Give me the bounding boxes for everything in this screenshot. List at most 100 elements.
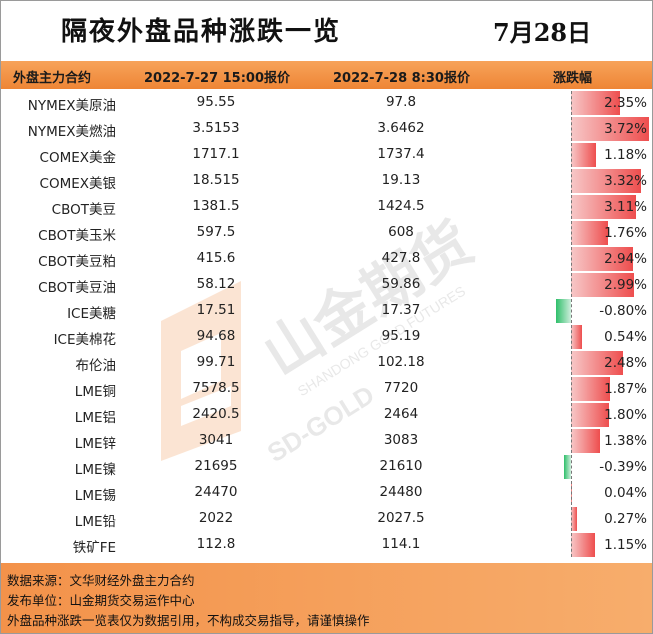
- change-cell: -0.39%: [551, 455, 651, 479]
- table-row: CBOT美玉米 597.5 608 1.76%: [1, 220, 652, 246]
- change-percent: -0.80%: [599, 303, 647, 319]
- zero-axis: [571, 325, 573, 349]
- price-after: 7720: [383, 380, 419, 396]
- table-row: LME锡 24470 24480 0.04%: [1, 480, 652, 506]
- price-before: 58.12: [196, 276, 236, 292]
- table-row: LME镍 21695 21610 -0.39%: [1, 454, 652, 480]
- table-row: CBOT美豆 1381.5 1424.5 3.11%: [1, 194, 652, 220]
- price-before: 1717.1: [192, 146, 240, 162]
- change-bar-up: [571, 247, 633, 271]
- price-after: 3083: [383, 432, 419, 448]
- price-before: 95.55: [196, 94, 236, 110]
- price-before: 415.6: [196, 250, 236, 266]
- contract-name: LME铜: [74, 384, 116, 400]
- change-percent: 0.04%: [604, 485, 647, 501]
- zero-axis: [571, 299, 573, 323]
- price-before: 99.71: [196, 354, 236, 370]
- change-cell: 1.76%: [551, 221, 651, 245]
- price-after: 97.8: [385, 94, 417, 110]
- change-bar-up: [571, 221, 608, 245]
- contract-name: ICE美棉花: [53, 332, 116, 348]
- footer-disclaimer: 外盘品种涨跌一览表仅为数据引用，不构成交易指导，请谨慎操作: [7, 613, 370, 628]
- change-percent: 3.11%: [604, 199, 647, 215]
- change-cell: 2.35%: [551, 91, 651, 115]
- sheet-date: 7月28日: [493, 18, 592, 47]
- change-bar-up: [571, 273, 634, 297]
- price-after: 114.1: [381, 536, 421, 552]
- zero-axis: [571, 169, 573, 193]
- contract-name: COMEX美银: [39, 176, 116, 192]
- zero-axis: [571, 117, 573, 141]
- zero-axis: [571, 455, 573, 479]
- sheet-title: 隔夜外盘品种涨跌一览: [61, 17, 342, 47]
- price-after: 608: [388, 224, 414, 240]
- table-row: NYMEX美燃油 3.5153 3.6462 3.72%: [1, 116, 652, 142]
- zero-axis: [571, 403, 573, 427]
- zero-axis: [571, 273, 573, 297]
- change-bar-up: [571, 143, 596, 167]
- table-row: LME铜 7578.5 7720 1.87%: [1, 376, 652, 402]
- change-bar-up: [571, 429, 600, 453]
- table-row: CBOT美豆粕 415.6 427.8 2.94%: [1, 246, 652, 272]
- price-before: 24470: [194, 484, 238, 500]
- change-cell: 0.04%: [551, 481, 651, 505]
- zero-axis: [571, 377, 573, 401]
- change-percent: 1.18%: [604, 147, 647, 163]
- zero-axis: [571, 195, 573, 219]
- contract-name: LME锌: [74, 436, 116, 452]
- change-percent: 0.54%: [604, 329, 647, 345]
- change-bar-up: [571, 169, 641, 193]
- change-bar-down: [563, 455, 571, 479]
- contract-name: LME铝: [74, 410, 116, 426]
- change-percent: 3.32%: [604, 173, 647, 189]
- contract-name: NYMEX美燃油: [27, 124, 116, 140]
- table-row: 铁矿FE 112.8 114.1 1.15%: [1, 532, 652, 558]
- change-cell: 0.54%: [551, 325, 651, 349]
- header-change: 涨跌幅: [553, 71, 593, 86]
- zero-axis: [571, 221, 573, 245]
- title-bar: 隔夜外盘品种涨跌一览 7月28日: [1, 1, 652, 61]
- contract-name: 布伦油: [75, 358, 117, 374]
- contract-name: NYMEX美原油: [27, 98, 116, 114]
- change-bar-up: [571, 117, 649, 141]
- change-cell: 0.27%: [551, 507, 651, 531]
- change-percent: 1.87%: [604, 381, 647, 397]
- zero-axis: [571, 481, 573, 505]
- table-row: LME铝 2420.5 2464 1.80%: [1, 402, 652, 428]
- change-cell: 1.80%: [551, 403, 651, 427]
- contract-name: COMEX美金: [39, 150, 116, 166]
- change-bar-up: [571, 507, 577, 531]
- price-before: 2420.5: [192, 406, 240, 422]
- change-bar-up: [571, 403, 609, 427]
- price-after: 1424.5: [377, 198, 425, 214]
- change-percent: 2.48%: [604, 355, 647, 371]
- change-cell: 1.38%: [551, 429, 651, 453]
- change-percent: 1.38%: [604, 433, 647, 449]
- change-percent: 3.72%: [604, 121, 647, 137]
- price-after: 102.18: [377, 354, 425, 370]
- change-bar-down: [555, 299, 571, 323]
- contract-name: CBOT美豆: [51, 202, 116, 218]
- price-after: 59.86: [381, 276, 421, 292]
- price-after: 19.13: [381, 172, 421, 188]
- change-bar-up: [571, 377, 611, 401]
- contract-name: CBOT美豆油: [38, 280, 116, 296]
- change-cell: 3.72%: [551, 117, 651, 141]
- price-before: 2022: [198, 510, 234, 526]
- price-after: 95.19: [381, 328, 421, 344]
- change-percent: -0.39%: [599, 459, 647, 475]
- table-row: COMEX美银 18.515 19.13 3.32%: [1, 168, 652, 194]
- table-row: NYMEX美原油 95.55 97.8 2.35%: [1, 90, 652, 116]
- zero-axis: [571, 247, 573, 271]
- change-bar-up: [571, 533, 596, 557]
- zero-axis: [571, 91, 573, 115]
- change-cell: 1.18%: [551, 143, 651, 167]
- price-after: 2464: [383, 406, 419, 422]
- contract-name: LME镍: [74, 462, 116, 478]
- change-percent: 2.94%: [604, 251, 647, 267]
- change-cell: 1.15%: [551, 533, 651, 557]
- footer: 数据来源：文华财经外盘主力合约 发布单位：山金期货交易运作中心 外盘品种涨跌一览…: [1, 563, 652, 633]
- change-cell: 2.48%: [551, 351, 651, 375]
- header-name: 外盘主力合约: [13, 71, 92, 86]
